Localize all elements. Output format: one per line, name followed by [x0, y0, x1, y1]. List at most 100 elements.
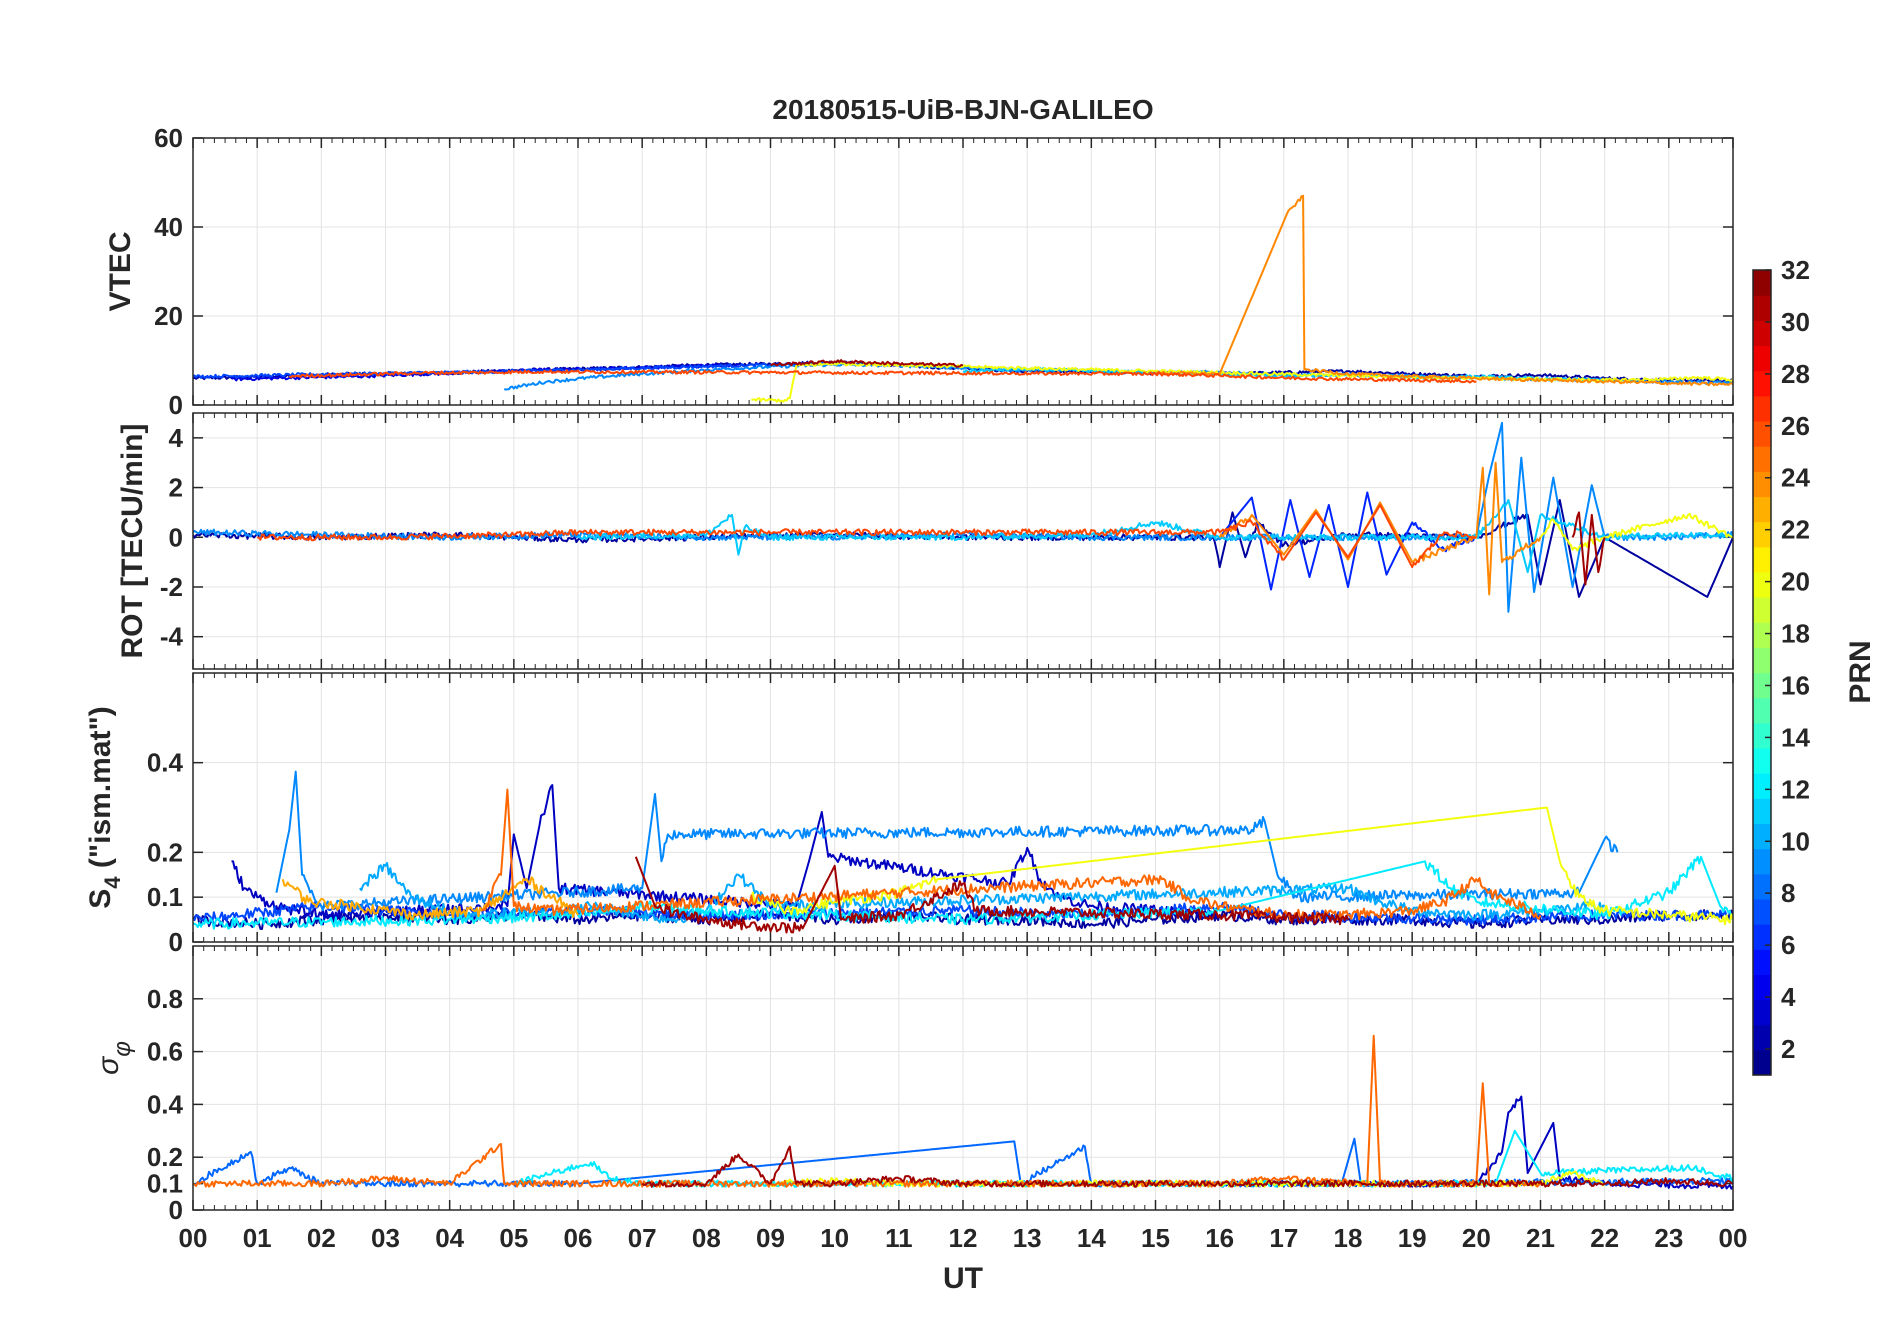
y-tick-label: -2 — [160, 572, 183, 602]
axes-frame-vtec — [192, 137, 1734, 406]
colorbar-tick-label: 28 — [1781, 359, 1810, 389]
colorbar-band — [1753, 798, 1771, 825]
colorbar-tick-label: 24 — [1781, 463, 1810, 493]
series-line-prn-23 — [281, 876, 579, 921]
colorbar-tick-label: 4 — [1781, 982, 1796, 1012]
colorbar-tick-label: 26 — [1781, 411, 1810, 441]
colorbar-tick-label: 6 — [1781, 930, 1795, 960]
x-tick-label: 07 — [628, 1223, 657, 1253]
panel-s4: 0 0.1 0.2 0.4 S4 ("ism.mat") — [84, 672, 1734, 957]
y-tick-label: 0 — [169, 1195, 183, 1225]
x-tick-label: 10 — [820, 1223, 849, 1253]
x-tick-label: 16 — [1205, 1223, 1234, 1253]
y-tick-label: 0.1 — [147, 882, 183, 912]
y-tick-label: 0.4 — [147, 748, 184, 778]
colorbar-tick-label: 14 — [1781, 722, 1810, 752]
series-line-prn-7 — [193, 901, 1733, 926]
y-tick-label: 2 — [169, 473, 183, 503]
colorbar-band — [1753, 898, 1771, 925]
colorbar-tick-label: 10 — [1781, 826, 1810, 856]
x-tick-label: 04 — [435, 1223, 464, 1253]
y-axis-title-sigma_phi: σφ — [92, 1041, 136, 1075]
x-tick-label: 01 — [243, 1223, 272, 1253]
colorbar-tick-label: 32 — [1781, 255, 1810, 285]
x-tick-label: 02 — [307, 1223, 336, 1253]
colorbar-band — [1753, 471, 1771, 498]
axes-frame-s4 — [192, 672, 1734, 943]
series-line-prn-26 — [256, 504, 1477, 569]
x-tick-label: 14 — [1077, 1223, 1106, 1253]
colorbar-band — [1753, 697, 1771, 724]
y-tick-label: 0.1 — [147, 1169, 183, 1199]
traces-rot — [193, 421, 1733, 613]
y-tick-label: 60 — [154, 123, 183, 153]
series-line-prn-11 — [577, 499, 1733, 574]
traces-vtec — [193, 194, 1733, 403]
y-axis-title-rest: ("ism.mat") — [84, 706, 117, 876]
panel-vtec: 0 20 40 60 VTEC — [104, 123, 1734, 420]
colorbar-band — [1753, 974, 1771, 1001]
colorbar-band — [1753, 747, 1771, 774]
y-axis-title-s4: S4 ("ism.mat") — [84, 706, 125, 908]
colorbar-band — [1753, 722, 1771, 749]
colorbar-tick-label: 16 — [1781, 670, 1810, 700]
x-tick-label: 21 — [1526, 1223, 1555, 1253]
series-line-prn-20 — [750, 806, 1733, 926]
colorbar-band — [1753, 949, 1771, 975]
y-tick-label: 0.6 — [147, 1037, 183, 1067]
colorbar-band — [1753, 672, 1771, 699]
y-axis-title-sub: φ — [109, 1041, 136, 1057]
x-tick-label: 20 — [1462, 1223, 1491, 1253]
x-tick-label: 00 — [179, 1223, 208, 1253]
series-line-prn-31 — [770, 359, 964, 368]
x-tick-label: 19 — [1398, 1223, 1427, 1253]
y-tick-label: 20 — [154, 301, 183, 331]
series-line-prn-31 — [1571, 511, 1606, 586]
y-tick-label: 40 — [154, 212, 183, 242]
series-line-prn-24 — [1155, 194, 1733, 387]
axes-frame-rot — [192, 412, 1734, 670]
y-tick-label: 4 — [169, 423, 184, 453]
x-tick-label: 18 — [1334, 1223, 1363, 1253]
series-line-prn-6 — [1218, 491, 1477, 591]
colorbar-tick-label: 12 — [1781, 774, 1810, 804]
colorbar-tick-label: 2 — [1781, 1034, 1795, 1064]
x-tick-label: 11 — [885, 1223, 913, 1253]
colorbar-band — [1753, 496, 1771, 523]
y-tick-label: -4 — [160, 622, 184, 652]
colorbar-band — [1753, 420, 1771, 447]
colorbar-band — [1753, 546, 1771, 573]
x-tick-label: 03 — [371, 1223, 400, 1253]
colorbar-band — [1753, 647, 1771, 674]
colorbar-band — [1753, 823, 1771, 850]
y-axis-title-main: σ — [92, 1055, 125, 1075]
y-tick-label: 0.2 — [147, 837, 183, 867]
colorbar-band — [1753, 395, 1771, 422]
x-tick-label: 13 — [1013, 1223, 1042, 1253]
x-tick-label: 06 — [564, 1223, 593, 1253]
chart-title: 20180515-UiB-BJN-GALILEO — [772, 94, 1153, 125]
traces-s4 — [193, 770, 1733, 934]
x-tick-label: 09 — [756, 1223, 785, 1253]
x-tick-label: 15 — [1141, 1223, 1170, 1253]
series-line-prn-26 — [288, 369, 1477, 384]
colorbar-tick-label: 22 — [1781, 515, 1810, 545]
x-tick-label: 17 — [1269, 1223, 1298, 1253]
y-tick-label: 0 — [169, 390, 183, 420]
y-tick-label: 0.2 — [147, 1142, 183, 1172]
colorbar-tick-label: 30 — [1781, 307, 1810, 337]
y-tick-label: 0 — [169, 522, 183, 552]
y-axis-title-main: S — [84, 889, 117, 909]
series-line-prn-31 — [634, 856, 1349, 934]
series-line-prn-24 — [1218, 461, 1542, 596]
series-line-prn-25 — [481, 788, 1542, 922]
colorbar-band — [1753, 999, 1771, 1026]
y-tick-label: 0 — [169, 927, 183, 957]
colorbar-band — [1753, 270, 1771, 296]
y-axis-title-sub: 4 — [100, 876, 125, 889]
series-line-prn-12 — [193, 855, 1733, 930]
x-tick-label: 05 — [499, 1223, 528, 1253]
